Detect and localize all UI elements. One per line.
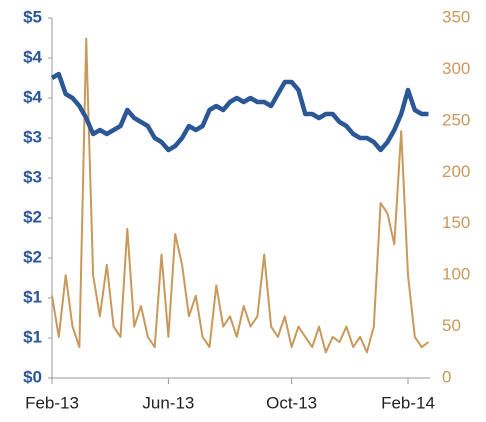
y-tick-label: $2 <box>23 207 42 226</box>
y2-tick-label: 50 <box>442 316 461 335</box>
x-tick-label: Feb-14 <box>381 393 435 412</box>
y2-tick-label: 0 <box>442 367 451 386</box>
series-line <box>51 37 430 354</box>
y2-tick-label: 300 <box>442 59 470 78</box>
x-tick-label: Oct-13 <box>266 393 317 412</box>
y-tick-label: $0 <box>23 367 42 386</box>
x-tick-label: Feb-13 <box>25 393 79 412</box>
x-tick-label: Jun-13 <box>142 393 194 412</box>
y2-tick-label: 250 <box>442 110 470 129</box>
y-tick-label: $4 <box>23 47 42 66</box>
y2-tick-label: 200 <box>442 162 470 181</box>
y-tick-label: $3 <box>23 127 42 146</box>
y-tick-label: $1 <box>23 327 42 346</box>
y-tick-label: $4 <box>23 87 42 106</box>
y-tick-label: $2 <box>23 247 42 266</box>
series-line <box>50 71 429 153</box>
y-tick-label: $5 <box>23 7 42 26</box>
y2-tick-label: 350 <box>442 7 470 26</box>
y-tick-label: $1 <box>23 287 42 306</box>
y2-tick-label: 100 <box>442 265 470 284</box>
y-tick-label: $3 <box>23 167 42 186</box>
y2-tick-label: 150 <box>442 213 470 232</box>
